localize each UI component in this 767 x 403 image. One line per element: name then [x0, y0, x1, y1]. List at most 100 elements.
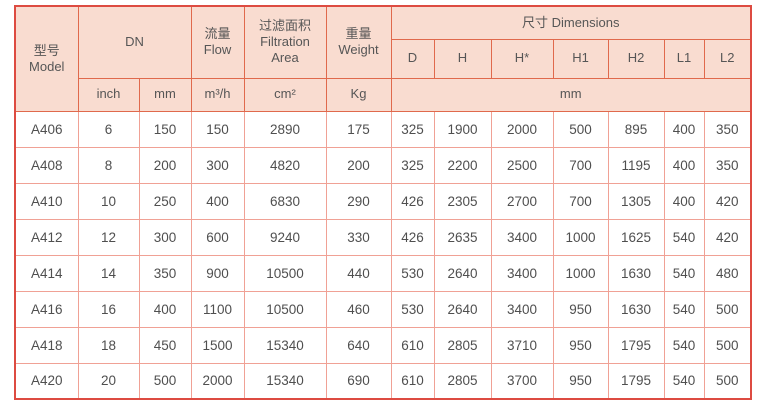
table-cell: 3400	[490, 290, 554, 328]
table-cell: 950	[552, 362, 609, 400]
col-header-filtration-zh: 过滤面积	[258, 17, 311, 33]
table-cell: 175	[325, 110, 392, 148]
table-cell: 9240	[243, 218, 327, 256]
table-cell: 450	[138, 326, 192, 364]
table-cell: 500	[703, 290, 752, 328]
table-row: A410 10 250 400 6830 290 426 2305 2700 700 1305 400…	[14, 182, 752, 220]
table-cell: 2000	[490, 110, 554, 148]
table-cell: 480	[703, 254, 752, 292]
table-cell: 12	[77, 218, 140, 256]
col-header-flow: 流量 Flow	[190, 5, 245, 79]
table-cell: 2700	[490, 182, 554, 220]
table-cell: 426	[390, 218, 435, 256]
col-header-model-zh: 型号	[33, 42, 60, 58]
table-cell: 420	[703, 218, 752, 256]
table-row: A414 14 350 900 10500 440 530 2640 3400 1000 1630 5…	[14, 254, 752, 292]
table-cell: 200	[325, 146, 392, 184]
table-cell: 900	[190, 254, 245, 292]
unit-inch: inch	[77, 77, 140, 112]
table-cell: 500	[552, 110, 609, 148]
table-row: A412 12 300 600 9240 330 426 2635 3400 1000 1625 54…	[14, 218, 752, 256]
table-cell: 2890	[243, 110, 327, 148]
table-cell: 500	[703, 326, 752, 364]
table-cell: 1500	[190, 326, 245, 364]
table-cell: 640	[325, 326, 392, 364]
table-cell: 200	[138, 146, 192, 184]
table-cell: 2305	[433, 182, 492, 220]
table-cell: 400	[663, 110, 705, 148]
table-row: A408 8 200 300 4820 200 325 2200 2500 700 1195 400 3…	[14, 146, 752, 184]
table-cell: 1195	[607, 146, 665, 184]
model-cell: A408	[14, 146, 79, 184]
col-header-dim-h2: H2	[607, 38, 665, 79]
table-cell: 500	[138, 362, 192, 400]
col-header-dim-d: D	[390, 38, 435, 79]
table-cell: 2500	[490, 146, 554, 184]
table-cell: 3400	[490, 254, 554, 292]
col-header-dn: DN	[77, 5, 192, 79]
col-header-dim-h: H	[433, 38, 492, 79]
table-cell: 16	[77, 290, 140, 328]
table-cell: 400	[663, 182, 705, 220]
table-cell: 6	[77, 110, 140, 148]
col-header-filtration-en1: Filtration	[260, 34, 310, 50]
table-cell: 2000	[190, 362, 245, 400]
table-row: A420 20 500 2000 15340 690 610 2805 3700 950 1795 5…	[14, 362, 752, 400]
table-cell: 460	[325, 290, 392, 328]
table-cell: 18	[77, 326, 140, 364]
table-cell: 2805	[433, 362, 492, 400]
table-cell: 2635	[433, 218, 492, 256]
table-row: A406 6 150 150 2890 175 325 1900 2000 500 895 400 35…	[14, 110, 752, 148]
col-header-model: 型号 Model	[14, 5, 79, 112]
table-cell: 6830	[243, 182, 327, 220]
table-cell: 540	[663, 254, 705, 292]
model-cell: A412	[14, 218, 79, 256]
table-header: 型号 Model DN 流量 Flow 过滤面积 Filtration Area…	[14, 5, 752, 112]
table-cell: 150	[190, 110, 245, 148]
table-cell: 1100	[190, 290, 245, 328]
table-cell: 540	[663, 326, 705, 364]
col-header-filtration-area: 过滤面积 Filtration Area	[243, 5, 327, 79]
table-cell: 3400	[490, 218, 554, 256]
table-cell: 350	[703, 146, 752, 184]
table-cell: 1900	[433, 110, 492, 148]
table-cell: 426	[390, 182, 435, 220]
table-cell: 700	[552, 146, 609, 184]
col-header-dim-h1: H1	[552, 38, 609, 79]
col-header-filtration-en2: Area	[271, 50, 299, 66]
table-cell: 700	[552, 182, 609, 220]
table-cell: 400	[190, 182, 245, 220]
table-cell: 1630	[607, 290, 665, 328]
table-cell: 250	[138, 182, 192, 220]
table-cell: 10	[77, 182, 140, 220]
model-cell: A410	[14, 182, 79, 220]
table-cell: 1795	[607, 326, 665, 364]
table-cell: 500	[703, 362, 752, 400]
table-row: A418 18 450 1500 15340 640 610 2805 3710 950 1795 5…	[14, 326, 752, 364]
table-cell: 3700	[490, 362, 554, 400]
table-cell: 610	[390, 326, 435, 364]
col-header-model-en: Model	[29, 58, 65, 74]
table-cell: 690	[325, 362, 392, 400]
table-cell: 400	[138, 290, 192, 328]
table-cell: 325	[390, 146, 435, 184]
table-cell: 540	[663, 362, 705, 400]
table-cell: 530	[390, 290, 435, 328]
table-cell: 420	[703, 182, 752, 220]
table-cell: 300	[190, 146, 245, 184]
col-header-flow-zh: 流量	[204, 26, 231, 41]
col-header-weight-zh: 重量	[345, 26, 372, 41]
table-cell: 540	[663, 218, 705, 256]
table-cell: 15340	[243, 362, 327, 400]
table-cell: 15340	[243, 326, 327, 364]
table-cell: 2640	[433, 254, 492, 292]
table-cell: 950	[552, 326, 609, 364]
table-cell: 2805	[433, 326, 492, 364]
table-cell: 530	[390, 254, 435, 292]
col-header-flow-en: Flow	[203, 42, 232, 58]
table-cell: 3710	[490, 326, 554, 364]
model-cell: A420	[14, 362, 79, 400]
model-cell: A406	[14, 110, 79, 148]
table-cell: 350	[138, 254, 192, 292]
